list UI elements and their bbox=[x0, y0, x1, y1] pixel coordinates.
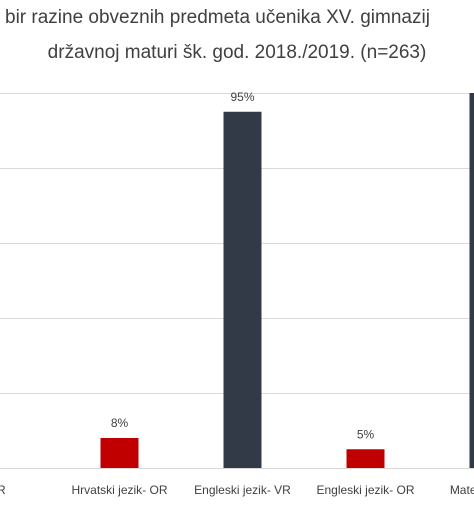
data-label-2: 95% bbox=[230, 90, 254, 104]
x-tick-label-2: Engleski jezik- VR bbox=[194, 483, 291, 497]
bar-2 bbox=[223, 111, 262, 468]
gridlines bbox=[0, 93, 474, 469]
bar-3 bbox=[346, 449, 385, 468]
chart-title-line-1: bir razine obveznih predmeta učenika XV.… bbox=[5, 7, 430, 28]
x-tick-label-1: Hrvatski jezik- OR bbox=[71, 483, 167, 497]
x-tick-label-4: Matematika- V bbox=[450, 483, 474, 497]
x-tick-label-3: Engleski jezik- OR bbox=[316, 483, 414, 497]
bar-4 bbox=[469, 93, 474, 468]
data-labels: 8%95%5%100% bbox=[111, 71, 474, 441]
x-tick-label-0: R bbox=[0, 483, 6, 497]
bar-1 bbox=[100, 438, 139, 468]
chart-title-line-2: državnoj maturi šk. god. 2018./2019. (n=… bbox=[47, 42, 427, 63]
bars bbox=[100, 93, 474, 468]
data-label-1: 8% bbox=[111, 416, 129, 430]
data-label-3: 5% bbox=[357, 427, 375, 441]
x-tick-labels: R Hrvatski jezik- OR Engleski jezik- VR Eng… bbox=[0, 483, 474, 497]
